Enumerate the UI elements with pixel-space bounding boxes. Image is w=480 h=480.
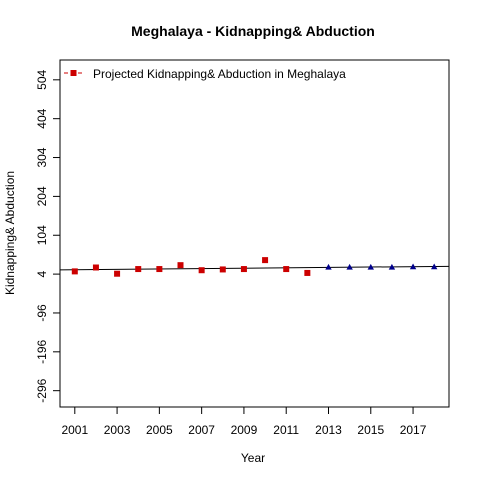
x-tick-label: 2009 <box>231 423 258 437</box>
x-axis-label: Year <box>241 451 265 465</box>
data-point-actual <box>198 267 205 274</box>
data-point-projected <box>409 263 417 270</box>
x-tick-label: 2005 <box>146 423 173 437</box>
x-tick-label: 2013 <box>315 423 342 437</box>
data-point-actual <box>177 262 184 269</box>
y-tick-label: 504 <box>35 69 49 89</box>
x-tick-label: 2015 <box>357 423 384 437</box>
legend: Projected Kidnapping& Abduction in Megha… <box>64 67 346 81</box>
data-point-projected <box>431 263 438 270</box>
plot-frame <box>59 59 450 408</box>
data-points <box>71 257 438 277</box>
legend-marker <box>70 70 77 76</box>
y-tick-label: -96 <box>35 304 49 322</box>
data-point-actual <box>240 266 247 273</box>
y-tick-label: 304 <box>35 147 49 167</box>
data-point-projected <box>346 263 353 270</box>
data-point-projected <box>367 263 374 270</box>
x-tick-label: 2017 <box>400 423 427 437</box>
data-point-actual <box>262 257 269 264</box>
data-point-actual <box>283 266 290 273</box>
y-tick-label: 404 <box>35 108 49 128</box>
y-tick-label: 104 <box>35 225 49 245</box>
data-point-actual <box>219 266 226 273</box>
data-point-projected <box>325 263 332 270</box>
x-tick-label: 2011 <box>273 423 299 437</box>
legend-label: Projected Kidnapping& Abduction in Megha… <box>93 67 346 81</box>
data-point-actual <box>135 266 142 273</box>
data-point-actual <box>114 270 121 277</box>
data-point-projected <box>388 263 396 270</box>
data-point-actual <box>156 266 163 273</box>
chart-title: Meghalaya - Kidnapping& Abduction <box>131 23 375 39</box>
data-point-actual <box>92 264 99 271</box>
y-tick-label: 204 <box>35 186 49 206</box>
x-tick-label: 2007 <box>188 423 215 437</box>
x-tick-label: 2003 <box>104 423 131 437</box>
y-tick-label: -196 <box>35 339 49 363</box>
trend-line <box>59 265 450 271</box>
data-point-actual <box>71 268 78 275</box>
y-axis: -296 -196 -96 4 104 204 304 404 504 <box>35 69 61 403</box>
y-axis-label: Kidnapping& Abduction <box>3 171 17 295</box>
data-point-actual <box>304 269 311 276</box>
y-tick-label: -296 <box>35 378 49 402</box>
x-axis: 2001 2003 2005 2007 2009 2011 2013 2015 2017 <box>61 406 427 437</box>
trend-line-group <box>59 265 450 271</box>
y-tick-label: 4 <box>35 270 49 277</box>
x-tick-label: 2001 <box>61 423 88 437</box>
